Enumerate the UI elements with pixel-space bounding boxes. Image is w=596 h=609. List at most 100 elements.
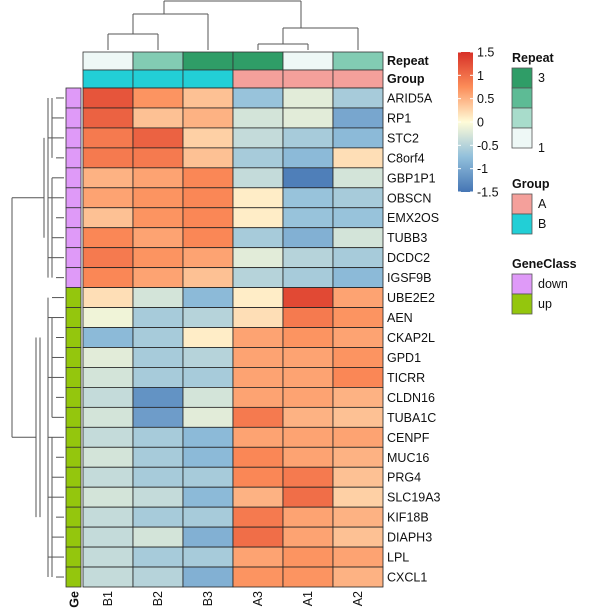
geneclass-cell-tubb3 — [65, 227, 82, 249]
heatmap-cell-ticrr-a3 — [232, 367, 284, 388]
color-scale-tick-label-2: 1 — [477, 69, 484, 83]
heatmap-cell-rp1-a2 — [332, 107, 384, 129]
heatmap-cell-muc16-a3 — [232, 446, 284, 468]
geneclass-cell-kif18b — [65, 506, 82, 528]
row-label-tubb3: TUBB3 — [387, 231, 427, 245]
repeat-legend-tick-3: 3 — [538, 71, 545, 85]
heatmap-cell-ckap2l-b1 — [82, 327, 134, 348]
heatmap-cell-c8orf4-b2 — [132, 147, 184, 169]
heatmap-cell-emx2os-b1 — [82, 207, 134, 229]
row-label-stc2: STC2 — [387, 131, 419, 145]
group-legend-swatch-b — [511, 213, 533, 235]
geneclass-cell-cenpf — [65, 426, 82, 448]
heatmap-cell-dcdc2-a2 — [332, 247, 384, 269]
column-labels: B1 B2 B3 A3 A1 A2 — [101, 591, 365, 606]
geneclass-cell-c8orf4 — [65, 147, 82, 169]
group-legend-label-a: A — [538, 197, 547, 211]
heatmap-cell-obscn-b2 — [132, 187, 184, 209]
geneclass-legend-title: GeneClass — [512, 257, 577, 271]
heatmap-cell-rp1-b2 — [132, 107, 184, 129]
heatmap-cells — [82, 87, 384, 588]
heatmap-cell-ckap2l-a2 — [332, 327, 384, 348]
heatmap-cell-ticrr-b1 — [82, 367, 134, 388]
geneclass-legend-swatch-down — [511, 273, 533, 295]
heatmap-cell-ube2e2-a1 — [282, 287, 334, 308]
heatmap-cell-muc16-b1 — [82, 446, 134, 468]
row-label-arid5a: ARID5A — [387, 91, 433, 105]
group-annotation-label: Group — [387, 72, 425, 86]
heatmap-cell-gpd1-a1 — [282, 347, 334, 368]
row-label-obscn: OBSCN — [387, 191, 431, 205]
heatmap-cell-tubb3-b2 — [132, 227, 184, 249]
geneclass-cell-aen — [65, 307, 82, 328]
heatmap-cell-cxcl1-a3 — [232, 566, 284, 588]
repeat-cell-b1 — [82, 51, 134, 71]
color-scale-tick-label-7: -1.5 — [477, 186, 499, 200]
heatmap-cell-gpd1-b3 — [182, 347, 234, 368]
geneclass-cell-diaph3 — [65, 526, 82, 548]
heatmap-cell-diaph3-b3 — [182, 526, 234, 548]
row-label-gpd1: GPD1 — [387, 351, 421, 365]
heatmap-cell-obscn-b1 — [82, 187, 134, 209]
color-scale-tick-label-5: -0.5 — [477, 139, 499, 153]
heatmap-cell-ckap2l-b3 — [182, 327, 234, 348]
repeat-cell-a3 — [232, 51, 284, 71]
heatmap-cell-gpd1-a2 — [332, 347, 384, 368]
heatmap-cell-muc16-a1 — [282, 446, 334, 468]
heatmap-cell-kif18b-a3 — [232, 506, 284, 528]
repeat-cell-a1 — [282, 51, 334, 71]
group-cell-a2 — [332, 69, 384, 89]
heatmap-cell-stc2-a2 — [332, 127, 384, 149]
heatmap-cell-cldn16-a2 — [332, 386, 384, 408]
heatmap-cell-tubb3-a1 — [282, 227, 334, 249]
repeat-cell-b3 — [182, 51, 234, 71]
geneclass-cell-rp1 — [65, 107, 82, 129]
heatmap-cell-prg4-b1 — [82, 466, 134, 488]
heatmap-cell-arid5a-b2 — [132, 87, 184, 109]
geneclass-cell-igsf9b — [65, 267, 82, 289]
heatmap-cell-cldn16-b3 — [182, 386, 234, 408]
row-label-ticrr: TICRR — [387, 371, 425, 385]
geneclass-cell-dcdc2 — [65, 247, 82, 269]
heatmap-cell-emx2os-b2 — [132, 207, 184, 229]
heatmap-cell-cldn16-b1 — [82, 386, 134, 408]
heatmap-cell-igsf9b-a2 — [332, 267, 384, 289]
heatmap-cell-aen-a3 — [232, 307, 284, 328]
row-label-aen: AEN — [387, 311, 413, 325]
geneclass-cell-gpd1 — [65, 347, 82, 368]
heatmap-cell-prg4-b3 — [182, 466, 234, 488]
heatmap-cell-aen-b1 — [82, 307, 134, 328]
heatmap-cell-gbp1p1-a2 — [332, 167, 384, 189]
heatmap-cell-c8orf4-a1 — [282, 147, 334, 169]
heatmap-cell-diaph3-a1 — [282, 526, 334, 548]
heatmap-cell-tuba1c-a1 — [282, 406, 334, 428]
heatmap-cell-stc2-a3 — [232, 127, 284, 149]
heatmap-cell-kif18b-b2 — [132, 506, 184, 528]
row-label-prg4: PRG4 — [387, 471, 421, 485]
row-label-lpl: LPL — [387, 551, 409, 565]
heatmap-cell-ube2e2-b3 — [182, 287, 234, 308]
heatmap-cell-tubb3-b3 — [182, 227, 234, 249]
heatmap-cell-tuba1c-b3 — [182, 406, 234, 428]
row-label-ckap2l: CKAP2L — [387, 331, 435, 345]
heatmap-cell-aen-b3 — [182, 307, 234, 328]
group-cell-b2 — [132, 69, 184, 89]
heatmap-cell-cenpf-b3 — [182, 426, 234, 448]
column-label-b2: B2 — [151, 591, 165, 606]
repeat-legend-swatch-4 — [511, 127, 533, 149]
heatmap-cell-slc19a3-b2 — [132, 486, 184, 508]
row-labels: ARID5A RP1 STC2 C8orf4 GBP1P1 OBSCN EMX2OS TUBB… — [387, 91, 441, 584]
heatmap-cell-ube2e2-b2 — [132, 287, 184, 308]
heatmap-cell-rp1-b1 — [82, 107, 134, 129]
row-label-cenpf: CENPF — [387, 431, 430, 445]
heatmap-cell-gbp1p1-b1 — [82, 167, 134, 189]
heatmap-cell-obscn-a3 — [232, 187, 284, 209]
geneclass-cell-emx2os — [65, 207, 82, 229]
heatmap-cell-gpd1-b1 — [82, 347, 134, 368]
color-scale-tick-label-1: 1.5 — [477, 46, 494, 60]
geneclass-cell-arid5a — [65, 87, 82, 109]
heatmap-cell-dcdc2-a1 — [282, 247, 334, 269]
geneclass-cell-gbp1p1 — [65, 167, 82, 189]
column-label-b3: B3 — [201, 591, 215, 606]
